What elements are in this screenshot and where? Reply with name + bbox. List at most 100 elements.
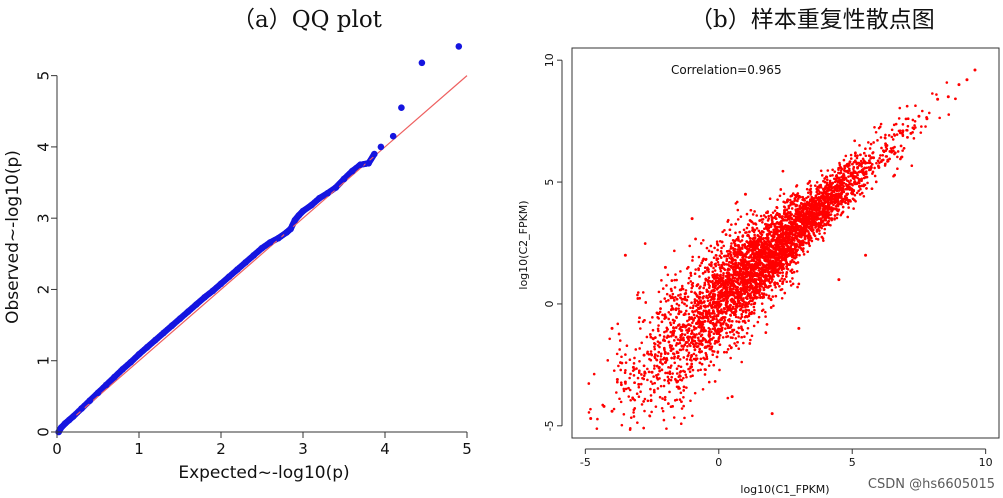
scatter-point [714,306,718,309]
scatter-point [784,256,788,260]
scatter-point [687,327,691,330]
scatter-point [718,254,722,258]
scatter-point [720,327,724,330]
scatter-point [705,295,708,299]
scatter-point [764,315,767,318]
scatter-point [899,157,902,161]
scatter-point [674,295,677,299]
scatter-point [705,290,709,293]
scatter-point [832,207,836,210]
scatter-point [750,303,753,306]
scatter-point [651,328,655,332]
scatter-point [712,266,715,270]
scatter-point [891,146,895,150]
scatter-point [669,378,673,382]
scatter-point [762,214,766,217]
scatter-point [654,405,658,408]
scatter-point [898,129,902,132]
scatter-point [596,417,599,421]
scatter-point [636,297,640,300]
scatter-point [709,321,712,325]
scatter-point [791,192,795,195]
scatter-point [703,320,707,323]
scatter-point [693,272,697,276]
scatter-plot-frame [571,47,1000,439]
scatter-point [629,398,632,402]
scatter-point [673,249,676,253]
scatter-point [701,323,705,326]
scatter-point [767,226,771,230]
scatter-point [646,350,649,354]
scatter-point [753,233,756,237]
scatter-point [815,190,819,194]
scatter-point [693,391,697,395]
scatter-point [669,313,672,316]
scatter-point [672,352,676,356]
scatter-point [639,382,643,386]
scatter-point [754,285,757,289]
scatter-point [778,284,781,288]
scatter-point [717,305,721,309]
panel-b-title: （b）样本重复性散点图 [690,7,935,33]
scatter-point [623,371,627,375]
scatter-point [636,421,639,424]
scatter-point [741,299,745,303]
scatter-point [829,174,832,177]
scatter-point [741,303,744,306]
scatter-point [689,375,693,378]
scatter-point [680,407,684,410]
scatter-point [857,161,861,165]
scatter-point [714,279,718,283]
scatter-point [751,213,755,216]
qq-y-tick-label: 2 [35,285,53,295]
scatter-point [821,187,825,191]
scatter-point [743,291,746,295]
scatter-point [766,211,769,215]
scatter-point [751,299,754,302]
scatter-point [683,416,686,420]
scatter-point [792,260,796,264]
scatter-point [870,163,874,166]
scatter-point [658,395,662,399]
scatter-point [712,324,716,328]
scatter-point [885,155,889,158]
scatter-point [839,169,843,172]
scatter-point [819,183,823,187]
scatter-point [846,215,850,219]
scatter-point [675,278,678,282]
scatter-point [800,222,804,226]
scatter-point [649,394,653,397]
scatter-point [794,262,798,265]
scatter-point [694,354,698,357]
scatter-point [685,298,689,302]
scatter-point [741,309,745,313]
scatter-point [622,412,626,416]
scatter-point [646,367,649,371]
scatter-point [794,255,798,259]
scatter-point [814,213,818,217]
qq-point [102,381,110,389]
scatter-point [686,354,690,358]
scatter-point [831,168,834,172]
scatter-point [897,117,901,120]
scatter-point [801,250,805,253]
scatter-point [662,335,666,338]
scatter-point [866,181,869,185]
scatter-point [910,164,914,168]
scatter-point [751,285,754,288]
scatter-point [798,204,802,207]
scatter-point [827,205,831,208]
scatter-point [663,395,667,399]
scatter-point [719,269,723,273]
qq-point [266,239,274,246]
scatter-point [789,214,792,217]
scatter-point [773,209,777,213]
scatter-point [762,236,765,240]
scatter-point [665,427,668,430]
scatter-point [703,270,707,273]
scatter-point [807,240,810,244]
scatter-point [756,266,760,269]
scatter-point [795,234,799,238]
qq-point [389,132,397,140]
scatter-point [707,249,711,253]
